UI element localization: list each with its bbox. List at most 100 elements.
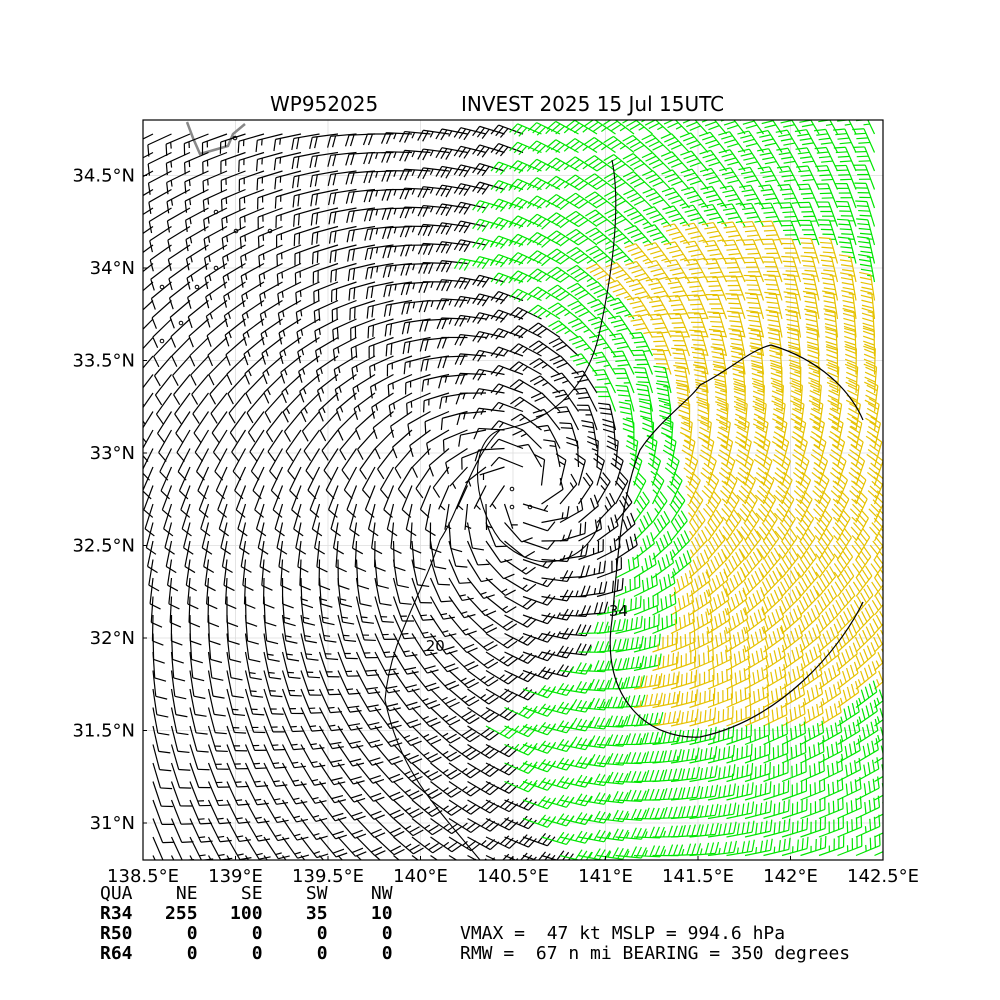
barb-feather — [592, 179, 604, 187]
barb-shaft — [150, 263, 172, 280]
barb-feather — [263, 603, 275, 609]
barb-feather — [710, 517, 718, 529]
wind-barb — [143, 151, 154, 159]
barb-shaft — [537, 268, 561, 283]
wind-barb — [743, 274, 765, 301]
barb-shaft — [305, 448, 321, 471]
barb-half-feather — [791, 201, 798, 204]
barb-feather — [649, 231, 662, 237]
barb-shaft — [299, 374, 320, 392]
barb-feather — [729, 320, 742, 323]
barb-feather — [229, 432, 238, 443]
barb-feather — [797, 133, 809, 137]
barb-shaft — [392, 429, 413, 448]
barb-feather — [310, 213, 314, 226]
barb-feather — [815, 165, 828, 168]
barb-feather — [672, 290, 685, 294]
barb-half-feather — [541, 364, 548, 369]
barb-half-feather — [498, 403, 504, 410]
barb-shaft — [867, 219, 876, 246]
barb-half-feather — [832, 516, 839, 523]
barb-feather — [377, 584, 389, 589]
barb-feather — [536, 218, 547, 228]
barb-feather — [856, 137, 869, 140]
wind-barb — [547, 302, 579, 320]
barb-feather — [476, 146, 485, 157]
barb-half-feather — [190, 275, 194, 282]
barb-shaft — [260, 299, 283, 315]
barb-shaft — [575, 174, 598, 190]
barb-half-feather — [375, 247, 379, 254]
barb-feather — [414, 566, 426, 571]
barb-shaft — [226, 355, 246, 375]
barb-shaft — [297, 336, 320, 353]
barb-shaft — [275, 133, 302, 140]
barb-shaft — [423, 318, 450, 322]
barb-feather — [859, 276, 872, 281]
barb-feather — [871, 522, 881, 532]
barb-half-feather — [542, 579, 548, 586]
barb-feather — [532, 325, 543, 334]
barb-feather — [799, 137, 812, 141]
barb-feather — [203, 566, 215, 574]
barb-feather — [669, 267, 682, 272]
barb-feather — [746, 179, 758, 184]
wind-barb — [679, 132, 709, 153]
barb-feather — [740, 485, 750, 495]
barb-feather — [800, 242, 813, 245]
barb-feather — [648, 177, 661, 184]
barb-half-feather — [393, 133, 397, 140]
barb-feather — [788, 346, 801, 351]
barb-feather — [833, 128, 845, 131]
barb-feather — [686, 294, 698, 297]
barb-half-feather — [282, 310, 285, 318]
barb-feather — [609, 332, 621, 337]
barb-feather — [749, 345, 762, 350]
wind-barb — [267, 429, 283, 462]
wind-barb — [549, 355, 579, 375]
barb-feather — [481, 166, 490, 177]
barb-feather — [768, 336, 781, 341]
barb-feather — [862, 322, 874, 328]
barb-feather — [711, 325, 724, 328]
barb-half-feather — [720, 408, 727, 412]
barb-feather — [327, 136, 332, 148]
barb-feather — [394, 566, 406, 572]
barb-feather — [641, 134, 653, 141]
barb-feather — [796, 183, 809, 186]
barb-shaft — [831, 274, 839, 301]
wind-barb — [313, 281, 339, 304]
barb-feather — [327, 155, 332, 167]
barb-feather — [584, 521, 587, 534]
barb-shaft — [537, 304, 561, 320]
barb-feather — [292, 176, 295, 189]
wind-barb — [442, 429, 468, 452]
wind-barb — [735, 434, 752, 468]
barb-feather — [458, 184, 467, 195]
barb-feather — [417, 243, 424, 255]
barb-feather — [644, 444, 656, 452]
barb-feather — [258, 275, 262, 287]
barb-feather — [673, 540, 680, 552]
barb-feather — [547, 266, 558, 275]
wind-barb — [226, 355, 246, 386]
barb-feather — [551, 269, 562, 278]
barb-feather — [851, 544, 860, 555]
barb-feather — [805, 326, 818, 331]
barb-feather — [769, 354, 782, 360]
barb-feather — [445, 223, 453, 235]
barb-feather — [368, 190, 374, 203]
barb-feather — [536, 309, 547, 319]
barb-half-feather — [338, 386, 342, 393]
wind-barb — [721, 221, 746, 246]
barb-feather — [701, 221, 714, 226]
barb-feather — [726, 248, 739, 251]
barb-half-feather — [301, 598, 308, 602]
barb-feather — [633, 144, 645, 152]
barb-shaft — [676, 277, 691, 301]
barb-feather — [704, 226, 717, 230]
wind-barb — [364, 225, 394, 241]
barb-feather — [547, 284, 558, 293]
barb-feather — [639, 518, 646, 530]
barb-feather — [858, 253, 870, 258]
